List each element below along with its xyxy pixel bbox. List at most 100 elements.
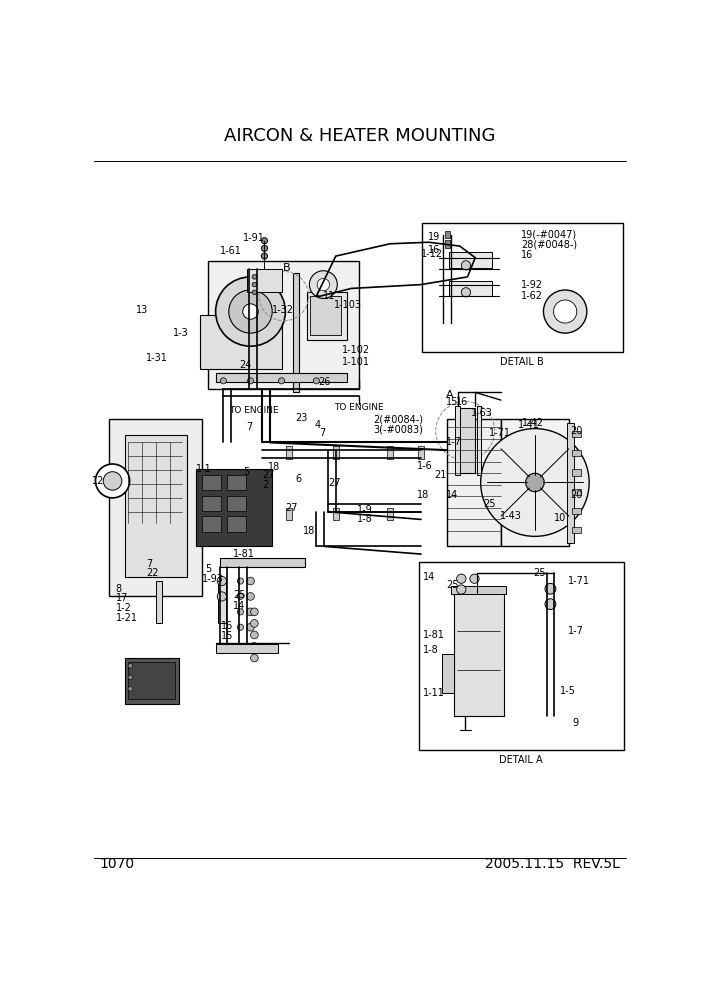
Bar bbox=[333, 508, 339, 520]
Circle shape bbox=[103, 472, 122, 490]
Text: 16: 16 bbox=[221, 621, 233, 631]
Text: 16: 16 bbox=[428, 245, 440, 255]
Text: 20: 20 bbox=[570, 490, 582, 500]
Text: 27: 27 bbox=[262, 470, 274, 480]
Text: 13: 13 bbox=[135, 305, 148, 315]
Bar bbox=[449, 252, 491, 268]
Bar bbox=[458, 408, 475, 473]
Text: 4: 4 bbox=[314, 421, 321, 431]
Text: 1-91: 1-91 bbox=[243, 233, 265, 243]
Text: 1-31: 1-31 bbox=[146, 353, 168, 363]
Text: 1-93: 1-93 bbox=[202, 574, 225, 584]
Bar bbox=[449, 281, 491, 297]
Bar bbox=[307, 293, 347, 340]
Bar bbox=[453, 592, 504, 716]
Text: 1-9: 1-9 bbox=[357, 505, 373, 515]
Circle shape bbox=[246, 577, 254, 585]
Text: 1-81: 1-81 bbox=[234, 550, 256, 559]
Bar bbox=[310, 297, 341, 334]
Text: 18: 18 bbox=[303, 526, 315, 536]
Text: 1-2: 1-2 bbox=[116, 603, 131, 613]
Circle shape bbox=[237, 578, 244, 584]
Circle shape bbox=[461, 261, 470, 270]
Bar bbox=[125, 434, 187, 577]
Circle shape bbox=[128, 686, 133, 691]
Text: 1-11: 1-11 bbox=[423, 687, 444, 697]
Circle shape bbox=[252, 275, 257, 279]
Bar bbox=[200, 315, 282, 369]
Text: 5: 5 bbox=[206, 564, 212, 574]
Text: 27: 27 bbox=[286, 503, 298, 513]
Text: 22: 22 bbox=[146, 568, 159, 578]
Text: 1070: 1070 bbox=[100, 857, 135, 871]
Text: 14: 14 bbox=[446, 490, 458, 500]
Bar bbox=[445, 231, 450, 238]
Text: 20: 20 bbox=[570, 426, 582, 435]
Circle shape bbox=[217, 576, 227, 585]
Bar bbox=[387, 508, 393, 520]
Bar bbox=[418, 446, 424, 458]
Bar bbox=[128, 662, 175, 698]
Text: 6: 6 bbox=[296, 474, 302, 484]
Circle shape bbox=[251, 643, 258, 651]
Bar bbox=[208, 262, 359, 389]
Circle shape bbox=[216, 277, 286, 346]
Bar bbox=[572, 450, 581, 456]
Circle shape bbox=[247, 378, 253, 384]
Bar bbox=[422, 223, 623, 352]
Bar bbox=[387, 446, 393, 458]
Text: 5: 5 bbox=[243, 466, 249, 477]
Circle shape bbox=[261, 238, 267, 244]
Bar bbox=[572, 527, 581, 534]
Text: 27: 27 bbox=[328, 478, 340, 488]
Text: 16: 16 bbox=[456, 398, 468, 408]
Circle shape bbox=[237, 593, 244, 599]
Text: 1-6: 1-6 bbox=[417, 460, 433, 470]
Text: 25: 25 bbox=[446, 580, 458, 590]
Bar bbox=[218, 581, 226, 623]
Text: 16: 16 bbox=[521, 250, 534, 260]
Circle shape bbox=[252, 290, 257, 295]
Bar bbox=[216, 644, 277, 654]
Circle shape bbox=[481, 429, 589, 537]
Text: 1-7: 1-7 bbox=[446, 437, 462, 447]
Text: 2: 2 bbox=[262, 480, 268, 490]
Text: B: B bbox=[283, 263, 291, 273]
Text: 26: 26 bbox=[319, 377, 331, 388]
Text: 7: 7 bbox=[319, 429, 325, 438]
Text: 14: 14 bbox=[234, 601, 246, 611]
Circle shape bbox=[251, 654, 258, 662]
Bar bbox=[333, 446, 339, 458]
Circle shape bbox=[229, 290, 272, 333]
Text: 1-41: 1-41 bbox=[518, 421, 540, 431]
Text: 1-43: 1-43 bbox=[500, 511, 522, 521]
Text: 1-1: 1-1 bbox=[197, 464, 212, 474]
Bar bbox=[567, 424, 574, 543]
Text: 19: 19 bbox=[428, 232, 440, 242]
Text: 1-62: 1-62 bbox=[521, 291, 543, 302]
Bar bbox=[202, 475, 221, 490]
Text: 11: 11 bbox=[323, 291, 335, 302]
Circle shape bbox=[461, 288, 470, 297]
Bar bbox=[246, 269, 282, 293]
Bar bbox=[227, 496, 246, 511]
Bar bbox=[572, 431, 581, 437]
Bar bbox=[156, 581, 162, 623]
Bar bbox=[572, 489, 581, 495]
Circle shape bbox=[545, 583, 556, 594]
Bar bbox=[445, 240, 450, 248]
Bar bbox=[418, 561, 624, 750]
Text: 1-102: 1-102 bbox=[342, 345, 370, 355]
Text: 2005.11.15  REV.5L: 2005.11.15 REV.5L bbox=[485, 857, 620, 871]
Bar bbox=[202, 496, 221, 511]
Bar bbox=[227, 475, 246, 490]
Bar bbox=[293, 273, 299, 393]
Circle shape bbox=[128, 664, 133, 668]
Bar bbox=[110, 420, 202, 596]
Circle shape bbox=[95, 464, 130, 498]
Bar bbox=[451, 586, 506, 594]
Text: 10: 10 bbox=[555, 513, 567, 523]
Bar bbox=[216, 373, 347, 382]
Text: 14: 14 bbox=[423, 572, 435, 582]
Circle shape bbox=[526, 473, 544, 492]
